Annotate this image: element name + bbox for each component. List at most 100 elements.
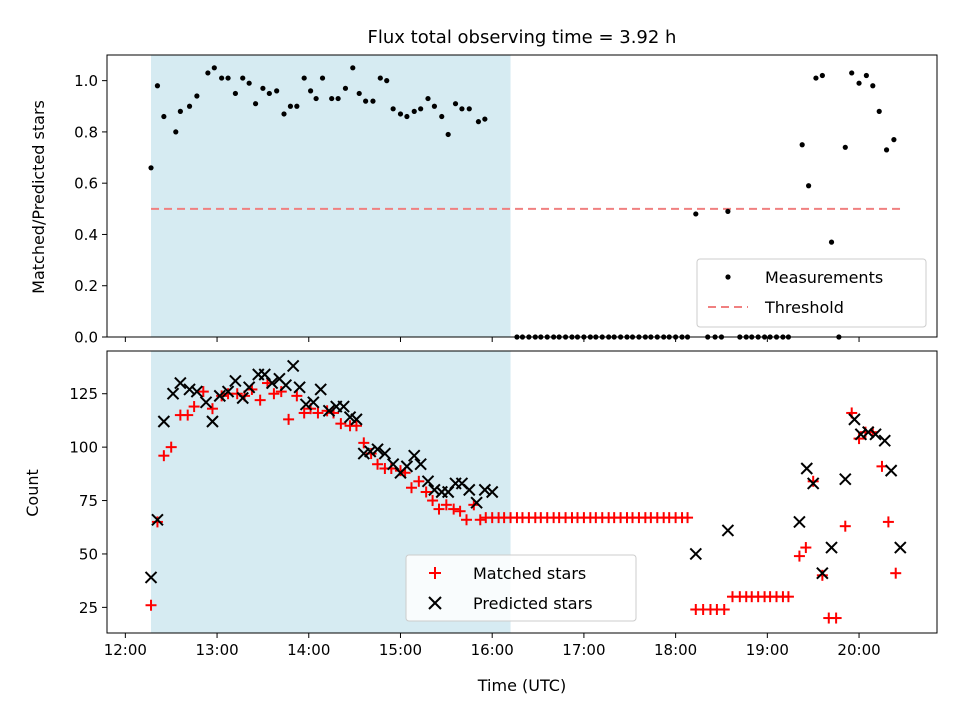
predicted-star-point [229, 374, 242, 388]
y-tick-label: 25 [79, 599, 98, 617]
predicted-star-point [206, 415, 219, 428]
matched-star-point [358, 437, 370, 449]
matched-star-point [448, 503, 460, 515]
predicted-star-point [862, 425, 875, 439]
count-legend: Matched stars Predicted stars [405, 554, 637, 622]
matched-star-point [413, 475, 425, 487]
matched-star-point [350, 420, 362, 432]
predicted-star-point [157, 415, 171, 428]
predicted-star-point [242, 381, 256, 394]
legend-threshold-label: Threshold [764, 298, 844, 317]
measurement-point [445, 131, 451, 138]
matched-star-point [816, 569, 828, 581]
predicted-star-point [183, 383, 196, 396]
measurement-point [342, 85, 349, 91]
ratio-panel: 0.0 0.2 0.4 0.6 0.8 1.0 Matched/Predicted sta… [29, 54, 938, 347]
predicted-star-point [378, 447, 392, 460]
x-tick-label: 12:00 [104, 641, 147, 659]
predicted-star-point [878, 434, 891, 447]
predicted-star-point [364, 445, 377, 458]
matched-star-point [151, 516, 163, 528]
measurement-point [363, 98, 369, 104]
matched-star-point [291, 390, 303, 402]
legend-predicted-label: Predicted stars [473, 594, 593, 613]
chart-title: Flux total observing time = 3.92 h [368, 27, 677, 48]
y-tick-label: 75 [79, 492, 98, 510]
predicted-star-point [414, 458, 427, 471]
matched-star-point [440, 499, 452, 511]
measurement-point [232, 90, 238, 97]
count-y-label: Count [23, 469, 42, 517]
predicted-star-point [721, 524, 735, 537]
matched-star-point [433, 503, 445, 515]
measurement-point [377, 75, 383, 81]
predicted-star-point [166, 387, 180, 400]
predicted-star-point [322, 404, 336, 418]
time-x-axis: 12:00 13:00 14:00 15:00 16:00 17:00 18:00 19:00… [104, 633, 881, 659]
predicted-star-point [307, 396, 320, 409]
predicted-star-point [816, 566, 829, 580]
matched-star-point [800, 542, 812, 554]
measurement-point [693, 211, 699, 217]
measurement-point [246, 80, 252, 86]
matched-star-point [793, 550, 805, 562]
predicted-star-point [293, 381, 306, 394]
measurement-point [404, 113, 410, 120]
predicted-star-point [265, 376, 279, 390]
predicted-star-point [350, 413, 363, 426]
measurement-point [370, 98, 376, 104]
measurement-point [411, 108, 417, 114]
x-tick-label: 20:00 [837, 641, 880, 659]
predicted-star-point [478, 483, 492, 497]
measurement-point [425, 95, 431, 102]
measurement-point [173, 129, 179, 135]
matched-star-point [830, 612, 842, 624]
matched-star-point [206, 403, 218, 415]
matched-star-point [222, 388, 234, 400]
measurement-point [418, 106, 424, 112]
matched-star-point [275, 386, 287, 398]
predicted-star-point [854, 428, 868, 441]
y-tick-label: 0.6 [74, 175, 98, 193]
predicted-star-point [190, 385, 204, 398]
predicted-star-point [286, 359, 300, 373]
predicted-star-point [894, 541, 907, 554]
measurement-point [287, 103, 294, 109]
ratio-y-axis: 0.0 0.2 0.4 0.6 0.8 1.0 [74, 72, 107, 347]
predicted-star-point [144, 571, 158, 584]
matched-star-point [807, 475, 819, 487]
matched-star-point [145, 599, 157, 611]
ratio-panel-frame [106, 54, 938, 338]
matched-star-point [158, 450, 170, 462]
measurement-point [819, 72, 825, 79]
matched-star-point [682, 512, 694, 524]
measurement-point [281, 111, 287, 117]
legend-predicted-marker [428, 596, 442, 610]
ratio-x-ticks [124, 337, 860, 342]
measurement-point [466, 106, 472, 112]
matched-star-point [182, 409, 194, 421]
predicted-star-point [421, 475, 435, 488]
matched-star-point [474, 514, 486, 526]
y-tick-label: 0.4 [74, 226, 98, 244]
measurement-point [350, 65, 356, 71]
measurement-point [876, 108, 882, 114]
predicted-star-point [151, 513, 164, 526]
predicted-star-point [314, 383, 327, 396]
legend-matched-marker [429, 567, 441, 579]
measurement-point [849, 70, 855, 76]
matched-star-point [372, 458, 384, 470]
measurement-point [384, 78, 390, 84]
measurement-point [194, 93, 200, 99]
y-tick-label: 0.8 [74, 123, 98, 141]
matched-star-point [427, 495, 439, 507]
predicted-star-point [884, 464, 898, 477]
measurement-point [205, 70, 211, 76]
matched-star-point [283, 413, 295, 425]
predicted-star-point [213, 389, 227, 403]
y-tick-label: 0.2 [74, 277, 98, 295]
count-panel: 25 50 75 100 125 12:00 13:00 14:00 15:00 16:00 17… [23, 350, 938, 695]
matched-star-point [216, 390, 228, 402]
predicted-star-point [806, 477, 820, 490]
